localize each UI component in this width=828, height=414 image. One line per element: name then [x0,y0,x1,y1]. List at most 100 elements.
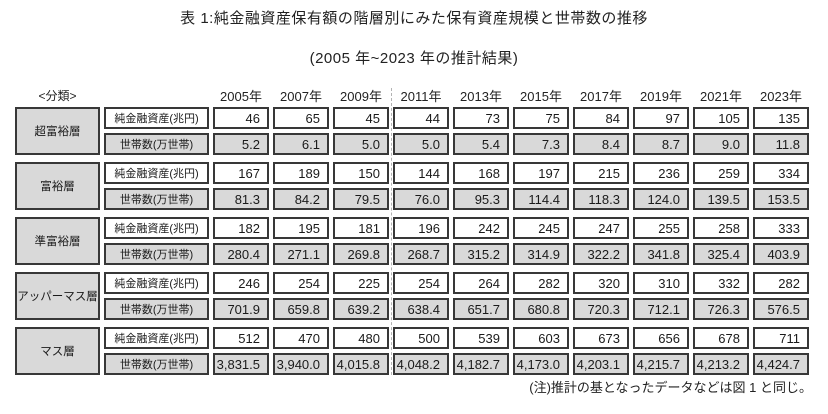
household-value-cell: 79.5 [333,188,389,210]
household-value-cell: 403.9 [753,243,809,265]
category-cell: マス層 [15,327,100,375]
year-header-row: <分類> 2005年 2007年 2009年 2011年 2013年 2015年 2017年… [15,88,809,105]
asset-value-cell: 75 [513,107,569,129]
asset-value-cell: 333 [753,217,809,239]
household-value-cell: 4,173.0 [513,353,569,375]
asset-value-cell: 512 [213,327,269,349]
figure-subtitle: (2005 年~2023 年の推計結果) [309,50,519,67]
asset-value-cell: 320 [573,272,629,294]
year-header: 2017年 [580,89,622,104]
household-value-cell: 5.2 [213,133,269,155]
asset-value-cell: 242 [453,217,509,239]
asset-value-cell: 656 [633,327,689,349]
household-value-cell: 680.8 [513,298,569,320]
asset-value-cell: 500 [393,327,449,349]
row-label-assets: 純金融資産(兆円) [104,217,209,239]
category-block: 富裕層 純金融資産(兆円) 167 189 150 144 168 197 215 236 259 3… [15,162,809,210]
household-value-cell: 124.0 [633,188,689,210]
asset-value-cell: 236 [633,162,689,184]
household-value-cell: 95.3 [453,188,509,210]
asset-value-cell: 144 [393,162,449,184]
household-value-cell: 4,213.2 [693,353,749,375]
household-value-cell: 315.2 [453,243,509,265]
asset-value-cell: 254 [273,272,329,294]
asset-value-cell: 678 [693,327,749,349]
asset-value-cell: 197 [513,162,569,184]
asset-value-cell: 215 [573,162,629,184]
asset-value-cell: 282 [513,272,569,294]
classification-header: <分類> [38,89,77,103]
household-value-cell: 659.8 [273,298,329,320]
household-value-cell: 341.8 [633,243,689,265]
row-label-assets: 純金融資産(兆円) [104,162,209,184]
asset-value-cell: 168 [453,162,509,184]
category-block: 超富裕層 純金融資産(兆円) 46 65 45 44 73 75 84 97 105 135 世帯数(万… [15,107,809,155]
household-value-cell: 5.0 [333,133,389,155]
asset-value-cell: 711 [753,327,809,349]
asset-value-cell: 480 [333,327,389,349]
year-header: 2007年 [280,89,322,104]
row-label-households: 世帯数(万世帯) [104,133,209,155]
asset-value-cell: 182 [213,217,269,239]
household-value-cell: 576.5 [753,298,809,320]
category-cell: アッパーマス層 [15,272,100,320]
household-value-cell: 139.5 [693,188,749,210]
household-value-cell: 314.9 [513,243,569,265]
household-value-cell: 712.1 [633,298,689,320]
asset-value-cell: 334 [753,162,809,184]
asset-value-cell: 45 [333,107,389,129]
asset-value-cell: 150 [333,162,389,184]
table-body: 超富裕層 純金融資産(兆円) 46 65 45 44 73 75 84 97 105 135 世帯数(万… [15,107,809,375]
data-table: <分類> 2005年 2007年 2009年 2011年 2013年 2015年 2017年… [15,88,809,382]
figure-title: 表 1:純金融資産保有額の階層別にみた保有資産規模と世帯数の推移 [180,10,648,27]
household-value-cell: 651.7 [453,298,509,320]
household-value-cell: 720.3 [573,298,629,320]
asset-value-cell: 167 [213,162,269,184]
asset-value-cell: 196 [393,217,449,239]
asset-value-cell: 189 [273,162,329,184]
household-value-cell: 7.3 [513,133,569,155]
category-block: マス層 純金融資産(兆円) 512 470 480 500 539 603 673 656 678 7… [15,327,809,375]
household-value-cell: 118.3 [573,188,629,210]
category-block: アッパーマス層 純金融資産(兆円) 246 254 225 254 264 282 320 310… [15,272,809,320]
row-label-households: 世帯数(万世帯) [104,353,209,375]
asset-value-cell: 73 [453,107,509,129]
household-value-cell: 76.0 [393,188,449,210]
asset-value-cell: 46 [213,107,269,129]
household-value-cell: 3,940.0 [273,353,329,375]
asset-value-cell: 255 [633,217,689,239]
asset-value-cell: 181 [333,217,389,239]
asset-value-cell: 539 [453,327,509,349]
household-value-cell: 84.2 [273,188,329,210]
household-value-cell: 4,215.7 [633,353,689,375]
asset-value-cell: 84 [573,107,629,129]
household-value-cell: 268.7 [393,243,449,265]
category-cell: 準富裕層 [15,217,100,265]
asset-value-cell: 246 [213,272,269,294]
asset-value-cell: 65 [273,107,329,129]
household-value-cell: 639.2 [333,298,389,320]
household-value-cell: 8.4 [573,133,629,155]
household-value-cell: 4,203.1 [573,353,629,375]
year-header: 2019年 [640,89,682,104]
asset-value-cell: 254 [393,272,449,294]
asset-value-cell: 245 [513,217,569,239]
year-header: 2015年 [520,89,562,104]
row-label-households: 世帯数(万世帯) [104,243,209,265]
asset-value-cell: 195 [273,217,329,239]
asset-value-cell: 332 [693,272,749,294]
household-value-cell: 6.1 [273,133,329,155]
household-value-cell: 11.8 [753,133,809,155]
row-label-assets: 純金融資産(兆円) [104,107,209,129]
household-value-cell: 8.7 [633,133,689,155]
year-header: 2013年 [460,89,502,104]
asset-value-cell: 673 [573,327,629,349]
household-value-cell: 322.2 [573,243,629,265]
asset-value-cell: 225 [333,272,389,294]
household-value-cell: 4,424.7 [753,353,809,375]
page-break-dotted-line [391,88,392,375]
asset-value-cell: 258 [693,217,749,239]
household-value-cell: 726.3 [693,298,749,320]
household-value-cell: 114.4 [513,188,569,210]
